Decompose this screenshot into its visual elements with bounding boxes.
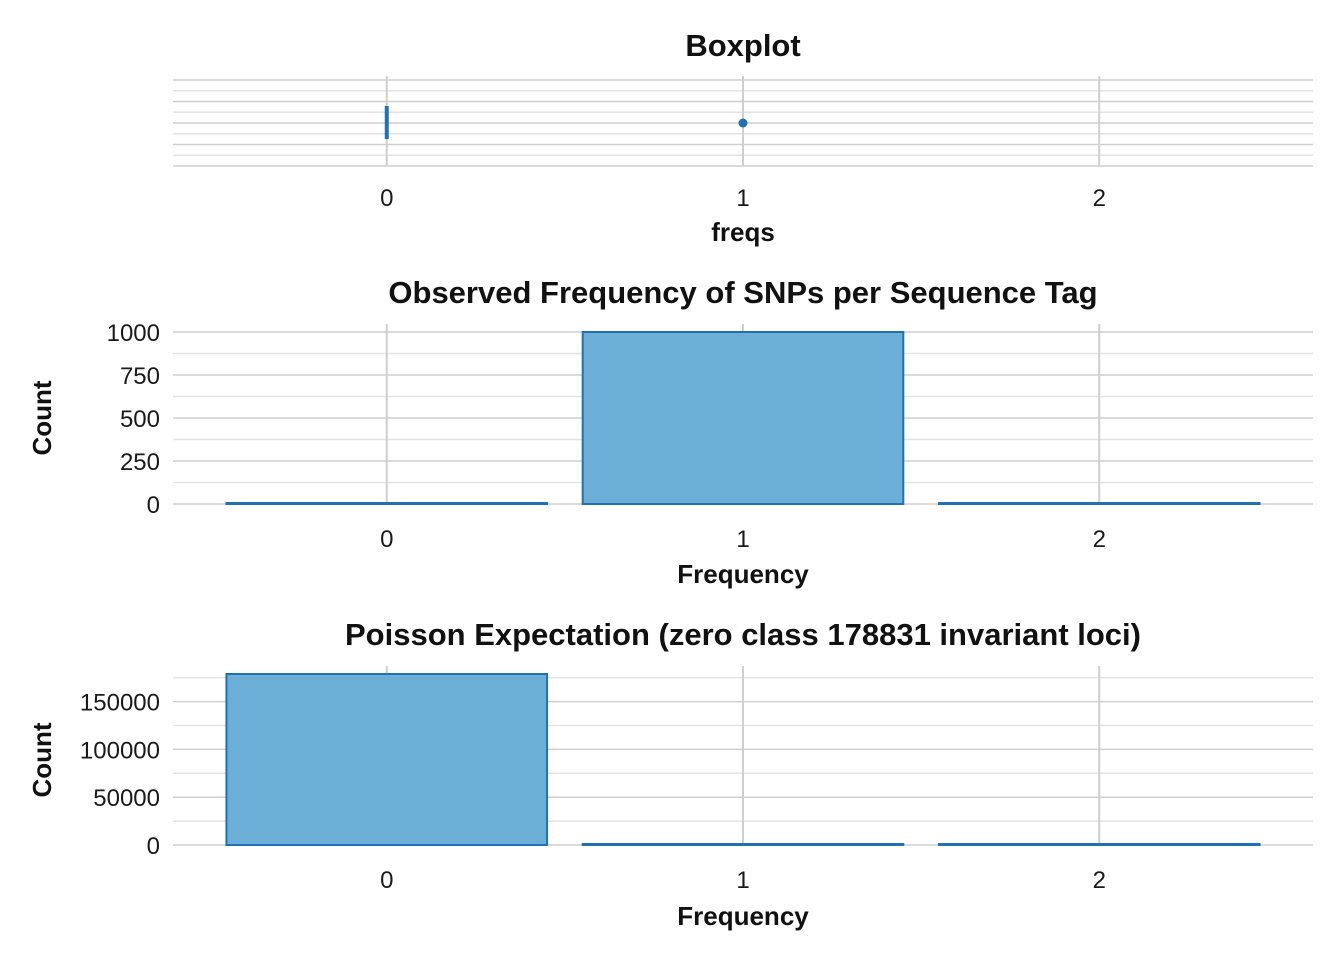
observed-title: Observed Frequency of SNPs per Sequence … xyxy=(388,275,1097,310)
observed-y-tick-label: 1000 xyxy=(107,320,160,347)
observed-bar-0 xyxy=(225,502,549,505)
poisson-y-axis-title: Count xyxy=(27,722,57,797)
poisson-panel: Poisson Expectation (zero class 178831 i… xyxy=(27,617,1313,931)
poisson-bar-2 xyxy=(937,843,1261,846)
observed-panel: Observed Frequency of SNPs per Sequence … xyxy=(27,275,1313,589)
observed-y-tick-label: 0 xyxy=(147,492,160,519)
poisson-y-tick-label: 100000 xyxy=(80,737,160,764)
boxplot-x-axis-title: freqs xyxy=(711,217,775,247)
observed-y-tick-label: 750 xyxy=(120,363,160,390)
boxplot-title: Boxplot xyxy=(685,28,800,63)
poisson-bars xyxy=(225,673,1261,846)
boxplot-x-tick-label: 0 xyxy=(380,185,393,212)
boxplot-x-tick-label: 1 xyxy=(736,185,749,212)
observed-bar-2 xyxy=(937,502,1261,505)
observed-bar-1 xyxy=(581,331,905,505)
poisson-y-tick-label: 150000 xyxy=(80,690,160,717)
boxplot-panel: Boxplot 0 1 2 freqs xyxy=(173,28,1313,247)
observed-y-ticks: 0 250 500 750 1000 xyxy=(107,320,160,519)
observed-y-tick-label: 500 xyxy=(120,406,160,433)
poisson-y-ticks: 0 50000 100000 150000 xyxy=(80,690,160,860)
observed-x-tick-label: 1 xyxy=(736,526,749,553)
poisson-x-tick-label: 0 xyxy=(380,867,393,894)
observed-x-tick-label: 2 xyxy=(1093,526,1106,553)
boxplot-marks xyxy=(384,106,748,139)
observed-y-axis-title: Count xyxy=(27,380,57,455)
observed-y-tick-label: 250 xyxy=(120,449,160,476)
poisson-x-ticks: 0 1 2 xyxy=(380,867,1106,894)
poisson-bar-1 xyxy=(581,843,905,846)
boxplot-x-ticks: 0 1 2 xyxy=(380,185,1106,212)
observed-x-ticks: 0 1 2 xyxy=(380,526,1106,553)
poisson-bar-0 xyxy=(225,673,549,846)
observed-bars xyxy=(225,331,1261,505)
poisson-y-tick-label: 0 xyxy=(147,833,160,860)
poisson-x-tick-label: 1 xyxy=(736,867,749,894)
poisson-x-tick-label: 2 xyxy=(1093,867,1106,894)
poisson-x-axis-title: Frequency xyxy=(677,901,809,931)
boxplot-outlier-point xyxy=(738,118,748,128)
poisson-title: Poisson Expectation (zero class 178831 i… xyxy=(345,617,1141,652)
observed-x-axis-title: Frequency xyxy=(677,559,809,589)
poisson-y-tick-label: 50000 xyxy=(93,785,160,812)
observed-x-tick-label: 0 xyxy=(380,526,393,553)
boxplot-x-tick-label: 2 xyxy=(1093,185,1106,212)
